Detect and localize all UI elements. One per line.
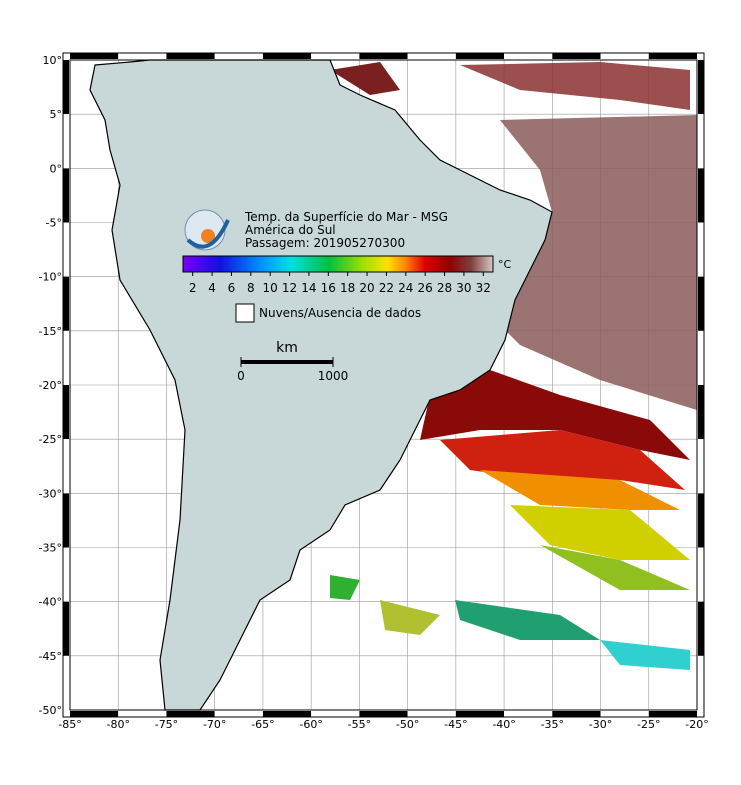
x-tick-label: -20° (685, 718, 708, 731)
colorbar-tick-label: 30 (456, 281, 471, 295)
y-tick-label: -40° (39, 596, 62, 609)
scale-bar-body (241, 360, 333, 364)
frame-border (62, 52, 705, 718)
x-tick-label: -40° (492, 718, 515, 731)
y-tick-label: 0° (50, 162, 63, 175)
sst-patch (460, 62, 690, 110)
no-data-label: Nuvens/Ausencia de dados (259, 306, 421, 320)
x-tick-label: -25° (637, 718, 660, 731)
y-tick-label: -25° (39, 433, 62, 446)
colorbar-tick-label: 28 (437, 281, 452, 295)
x-tick-label: -65° (251, 718, 274, 731)
y-tick-label: -30° (39, 487, 62, 500)
colorbar-tick-label: 14 (301, 281, 316, 295)
y-tick-label: -5° (46, 217, 62, 230)
logo-sun (201, 229, 215, 243)
colorbar (182, 255, 494, 273)
map-frame (62, 52, 705, 718)
colorbar-tick-label: 12 (282, 281, 297, 295)
x-tick-label: -55° (348, 718, 371, 731)
scale-tick-label: 0 (237, 369, 245, 383)
sst-patch (500, 115, 697, 410)
sst-patch (440, 430, 685, 490)
colorbar-tick-label: 24 (398, 281, 413, 295)
y-tick-label: -15° (39, 325, 62, 338)
y-tick-label: -10° (39, 271, 62, 284)
colorbar-tick-label: 10 (263, 281, 278, 295)
y-tick-label: -45° (39, 650, 62, 663)
no-data-swatch (235, 303, 255, 323)
sst-patch (420, 370, 690, 460)
x-tick-label: -60° (299, 718, 322, 731)
x-tick-label: -30° (589, 718, 612, 731)
title-block: Temp. da Superfície do Mar - MSGAmérica … (244, 210, 448, 250)
sst-patch (455, 600, 600, 640)
colorbar-tick-label: 32 (476, 281, 491, 295)
colorbar-ticks: 2 4 6 8 10 12 14 16 18 20 22 24 26 28 30 32 (189, 272, 491, 295)
sst-patch (600, 640, 690, 670)
logo (184, 209, 230, 251)
colorbar-tick-label: 4 (208, 281, 216, 295)
logo-arrow (186, 219, 230, 249)
title-line: Temp. da Superfície do Mar - MSG (244, 210, 448, 224)
y-tick-label: 10° (43, 54, 63, 67)
sst-patch (330, 575, 360, 600)
sst-patch (480, 470, 680, 510)
scale-unit: km (276, 340, 298, 356)
y-tick-label: -50° (39, 704, 62, 717)
title-line: Passagem: 201905270300 (245, 236, 405, 250)
x-tick-label: -50° (396, 718, 419, 731)
x-tick-label: -85° (58, 718, 81, 731)
colorbar-tick-label: 2 (189, 281, 197, 295)
sst-patch (330, 62, 400, 95)
scale-tick-label: 1000 (318, 369, 349, 383)
scale-bar: 0 1000 (237, 357, 348, 383)
colorbar-tick-label: 16 (321, 281, 336, 295)
x-tick-label: -80° (106, 718, 129, 731)
colorbar-unit: °C (498, 258, 512, 271)
colorbar-tick-label: 6 (228, 281, 236, 295)
colorbar-tick-label: 8 (247, 281, 255, 295)
colorbar-tick-label: 20 (359, 281, 374, 295)
sst-patches (330, 62, 697, 670)
x-tick-label: -70° (203, 718, 226, 731)
sst-patch (510, 505, 690, 560)
y-tick-label: -35° (39, 542, 62, 555)
x-tick-label: -35° (541, 718, 564, 731)
frame-inner (69, 59, 698, 711)
colorbar-tick-label: 22 (379, 281, 394, 295)
y-tick-label: 5° (50, 108, 63, 121)
title-line: América do Sul (245, 223, 336, 237)
colorbar-tick-label: 18 (340, 281, 355, 295)
sst-patch (380, 600, 440, 635)
x-tick-label: -75° (155, 718, 178, 731)
y-tick-label: -20° (39, 379, 62, 392)
sst-patch (540, 545, 690, 590)
x-tick-label: -45° (444, 718, 467, 731)
colorbar-tick-label: 26 (418, 281, 433, 295)
